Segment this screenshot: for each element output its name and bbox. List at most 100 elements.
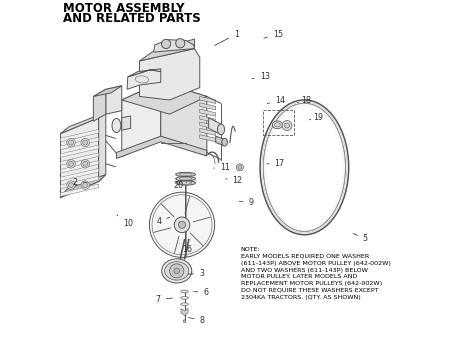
Text: 15: 15: [264, 30, 283, 38]
Ellipse shape: [176, 172, 195, 177]
Polygon shape: [200, 109, 216, 116]
Circle shape: [237, 164, 243, 171]
Polygon shape: [106, 86, 122, 114]
Polygon shape: [122, 116, 131, 130]
Circle shape: [162, 40, 171, 48]
Polygon shape: [122, 82, 161, 157]
Bar: [263, 110, 294, 135]
Polygon shape: [139, 48, 200, 100]
Text: 2: 2: [73, 178, 87, 187]
Polygon shape: [93, 86, 122, 96]
Polygon shape: [128, 69, 161, 77]
Circle shape: [67, 159, 75, 168]
Text: AND RELATED PARTS: AND RELATED PARTS: [63, 12, 201, 25]
Circle shape: [81, 159, 90, 168]
Polygon shape: [154, 40, 194, 52]
Ellipse shape: [273, 121, 283, 129]
Circle shape: [170, 264, 184, 278]
Polygon shape: [60, 153, 99, 165]
Circle shape: [69, 183, 73, 188]
Polygon shape: [60, 145, 99, 157]
Text: 16: 16: [180, 243, 192, 254]
Text: 3: 3: [188, 268, 204, 278]
Ellipse shape: [266, 106, 343, 229]
Polygon shape: [60, 118, 99, 198]
Circle shape: [81, 181, 90, 189]
Text: 20: 20: [173, 181, 187, 190]
Polygon shape: [161, 82, 207, 152]
Text: 1: 1: [215, 30, 239, 46]
Text: 9: 9: [239, 198, 254, 206]
Circle shape: [67, 181, 75, 189]
Polygon shape: [60, 137, 99, 150]
Ellipse shape: [181, 303, 189, 306]
Polygon shape: [99, 112, 106, 182]
Circle shape: [69, 161, 73, 166]
Circle shape: [149, 192, 215, 257]
Polygon shape: [60, 184, 99, 197]
Polygon shape: [60, 161, 99, 173]
Polygon shape: [60, 168, 99, 181]
Text: 4: 4: [156, 217, 170, 226]
Ellipse shape: [263, 103, 346, 231]
Polygon shape: [52, 134, 60, 203]
Circle shape: [179, 221, 186, 228]
Text: 10: 10: [117, 215, 133, 228]
Polygon shape: [117, 136, 207, 158]
Text: 5: 5: [353, 234, 368, 243]
Polygon shape: [181, 309, 188, 315]
Circle shape: [67, 138, 75, 147]
Text: NOTE:
EARLY MODELS REQUIRED ONE WASHER
(611-143P) ABOVE MOTOR PULLEY (642-002W)
: NOTE: EARLY MODELS REQUIRED ONE WASHER (…: [240, 247, 391, 300]
Circle shape: [238, 166, 242, 169]
Polygon shape: [200, 122, 216, 129]
Polygon shape: [216, 136, 224, 145]
Polygon shape: [139, 39, 194, 61]
Circle shape: [183, 320, 186, 323]
Ellipse shape: [181, 290, 189, 293]
Polygon shape: [93, 89, 106, 121]
Ellipse shape: [176, 177, 195, 181]
Polygon shape: [200, 135, 216, 142]
Polygon shape: [209, 118, 221, 135]
Text: 18: 18: [297, 96, 311, 105]
Ellipse shape: [179, 182, 192, 184]
Text: 7: 7: [156, 295, 173, 304]
Text: 14: 14: [267, 96, 285, 105]
Polygon shape: [60, 130, 99, 142]
Text: 11: 11: [214, 163, 230, 172]
Circle shape: [83, 140, 88, 145]
Ellipse shape: [181, 297, 189, 299]
Ellipse shape: [176, 181, 195, 185]
Polygon shape: [127, 70, 161, 89]
Ellipse shape: [164, 262, 189, 280]
Polygon shape: [60, 174, 106, 198]
Ellipse shape: [179, 173, 192, 176]
Polygon shape: [200, 103, 216, 110]
Circle shape: [69, 140, 73, 145]
Polygon shape: [200, 116, 216, 123]
Ellipse shape: [218, 124, 225, 135]
Ellipse shape: [222, 138, 228, 146]
Text: MOTOR ASSEMBLY: MOTOR ASSEMBLY: [63, 2, 184, 15]
Circle shape: [284, 123, 290, 128]
Ellipse shape: [274, 123, 280, 127]
Polygon shape: [60, 112, 106, 134]
Polygon shape: [200, 96, 216, 104]
Circle shape: [83, 183, 88, 188]
Text: 19: 19: [310, 112, 324, 121]
Circle shape: [81, 138, 90, 147]
Polygon shape: [200, 129, 216, 135]
Ellipse shape: [112, 119, 121, 132]
Text: 8: 8: [189, 316, 205, 325]
Circle shape: [174, 217, 190, 232]
Circle shape: [282, 121, 292, 131]
Text: 12: 12: [226, 176, 243, 185]
Text: 6: 6: [194, 288, 208, 297]
Text: 13: 13: [252, 72, 270, 82]
Ellipse shape: [179, 177, 192, 180]
Circle shape: [83, 161, 88, 166]
Circle shape: [176, 39, 185, 48]
Ellipse shape: [162, 259, 192, 283]
Text: 17: 17: [267, 159, 284, 168]
Circle shape: [174, 268, 180, 274]
